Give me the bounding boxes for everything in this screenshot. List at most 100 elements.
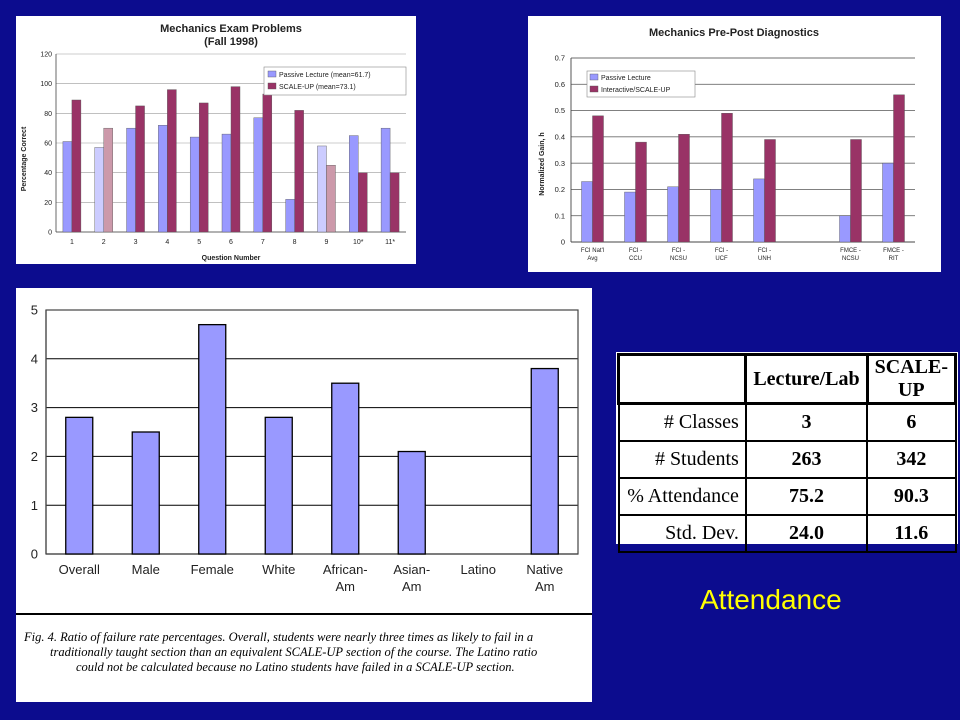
legend-item-passive: Passive Lecture (mean=61.7): [279, 72, 371, 79]
attendance-slide-label: Attendance: [700, 584, 842, 615]
bar: [624, 191, 636, 243]
x-tick-label: Overall: [59, 562, 100, 577]
y-tick-label: 0.6: [555, 80, 565, 89]
bar: [710, 189, 722, 243]
bar: [850, 139, 862, 243]
bar: [326, 165, 336, 233]
legend-swatch-scaleup: [589, 85, 599, 93]
y-tick-label: 60: [44, 140, 52, 147]
table-row: # Students 263 342: [617, 440, 957, 479]
x-tick-label: 1: [70, 239, 74, 246]
chart-title: Mechanics Exam Problems: [160, 23, 302, 35]
x-tick-label: 4: [165, 239, 169, 246]
caption-line-3: could not be calculated because no Latin…: [76, 660, 515, 674]
x-tick-label: RIT: [889, 256, 899, 262]
x-tick-label: 9: [325, 239, 329, 246]
bar: [358, 172, 368, 233]
table-row: # Classes 3 6: [617, 402, 957, 442]
y-tick-label: 80: [44, 111, 52, 118]
row-label: # Classes: [617, 402, 747, 442]
y-axis-label: Normalized Gain, h: [539, 132, 546, 195]
row-label: % Attendance: [617, 477, 747, 516]
table-header-cell: SCALE-UP: [865, 353, 958, 405]
y-axis-label: Percentage Correct: [21, 126, 28, 191]
x-tick-label: Latino: [461, 562, 496, 577]
row-label: # Students: [617, 440, 747, 479]
bar: [135, 105, 145, 233]
table-cell: 342: [866, 440, 957, 479]
y-tick-label: 0.2: [555, 185, 565, 194]
y-tick-label: 0: [48, 229, 52, 236]
y-tick-label: 0: [561, 238, 565, 247]
attendance-table: Lecture/Lab SCALE-UP # Classes 3 6 # Stu…: [616, 353, 958, 553]
failure-ratio-panel: 0 1 2 3 4 5 Overall Male Female White African- Am As…: [16, 288, 592, 702]
table-row: Std. Dev. 24.0 11.6: [617, 514, 957, 553]
bar: [667, 186, 679, 243]
x-axis-label: Question Number: [202, 255, 261, 262]
x-tick-label: FCI -: [629, 248, 642, 254]
bar: [882, 162, 894, 243]
bar: [317, 145, 327, 233]
legend-swatch-passive: [589, 73, 599, 81]
bar: [253, 117, 264, 233]
x-tick-label: UCF: [715, 256, 728, 262]
x-tick-label: NCSU: [842, 256, 859, 262]
bar: [94, 147, 104, 233]
x-tick-label: Am: [336, 579, 356, 594]
bar: [635, 141, 647, 243]
exam-problems-panel: Mechanics Exam Problems (Fall 1998) Perc…: [16, 16, 416, 264]
x-tick-label: NCSU: [670, 256, 687, 262]
x-tick-label: White: [262, 562, 295, 577]
bar: [158, 124, 168, 233]
y-tick-label: 100: [40, 81, 52, 88]
bar: [893, 94, 905, 243]
plot-frame: [45, 309, 579, 555]
y-tick-label: 0.4: [555, 132, 565, 141]
bar: [189, 136, 200, 233]
bar: [65, 416, 94, 555]
y-tick-label: 0.3: [555, 159, 565, 168]
legend-swatch-passive: [267, 70, 277, 78]
bar: [389, 172, 400, 233]
y-tick-label: 0.7: [555, 54, 565, 63]
exam-problems-chart: Mechanics Exam Problems (Fall 1998) Perc…: [21, 23, 407, 262]
bar: [764, 139, 776, 243]
x-tick-label: FCI -: [672, 248, 685, 254]
y-tick-label: 40: [44, 170, 52, 177]
bar: [198, 323, 227, 555]
x-tick-label: 5: [197, 239, 201, 246]
y-tick-label: 20: [44, 200, 52, 207]
figure-caption: Fig. 4. Ratio of failure rate percentage…: [24, 630, 590, 675]
table-header-cell: Lecture/Lab: [744, 353, 869, 405]
bar: [349, 135, 359, 233]
bar: [530, 367, 559, 555]
table-cell: 11.6: [866, 514, 957, 553]
bar: [753, 178, 765, 243]
x-tick-label: FCI -: [758, 248, 771, 254]
x-tick-label: Native: [526, 562, 563, 577]
bar: [131, 431, 160, 555]
x-tick-label: UNH: [758, 256, 771, 262]
table-header-row: Lecture/Lab SCALE-UP: [616, 353, 958, 405]
table-cell: 263: [744, 440, 869, 479]
bar: [198, 102, 209, 233]
bar: [230, 86, 241, 233]
y-tick-label: 4: [31, 351, 38, 366]
table-cell: 90.3: [866, 477, 957, 516]
x-tick-label: Am: [402, 579, 422, 594]
table-cell: 75.2: [744, 477, 869, 516]
x-tick-label: 11*: [385, 239, 395, 246]
x-tick-label: 10*: [353, 239, 364, 246]
table-cell: 3: [744, 402, 869, 442]
legend: Passive Lecture Interactive/SCALE-UP: [586, 70, 696, 98]
x-tick-label: Am: [535, 579, 555, 594]
x-tick-label: FCI -: [715, 248, 728, 254]
y-tick-label: 0.1: [555, 211, 565, 220]
bar: [397, 450, 426, 555]
bar: [331, 382, 360, 555]
chart-subtitle: (Fall 1998): [204, 36, 258, 48]
bar: [380, 127, 391, 233]
bar: [581, 181, 593, 243]
bar: [103, 127, 113, 233]
caption-line-1: Fig. 4. Ratio of failure rate percentage…: [24, 630, 534, 644]
